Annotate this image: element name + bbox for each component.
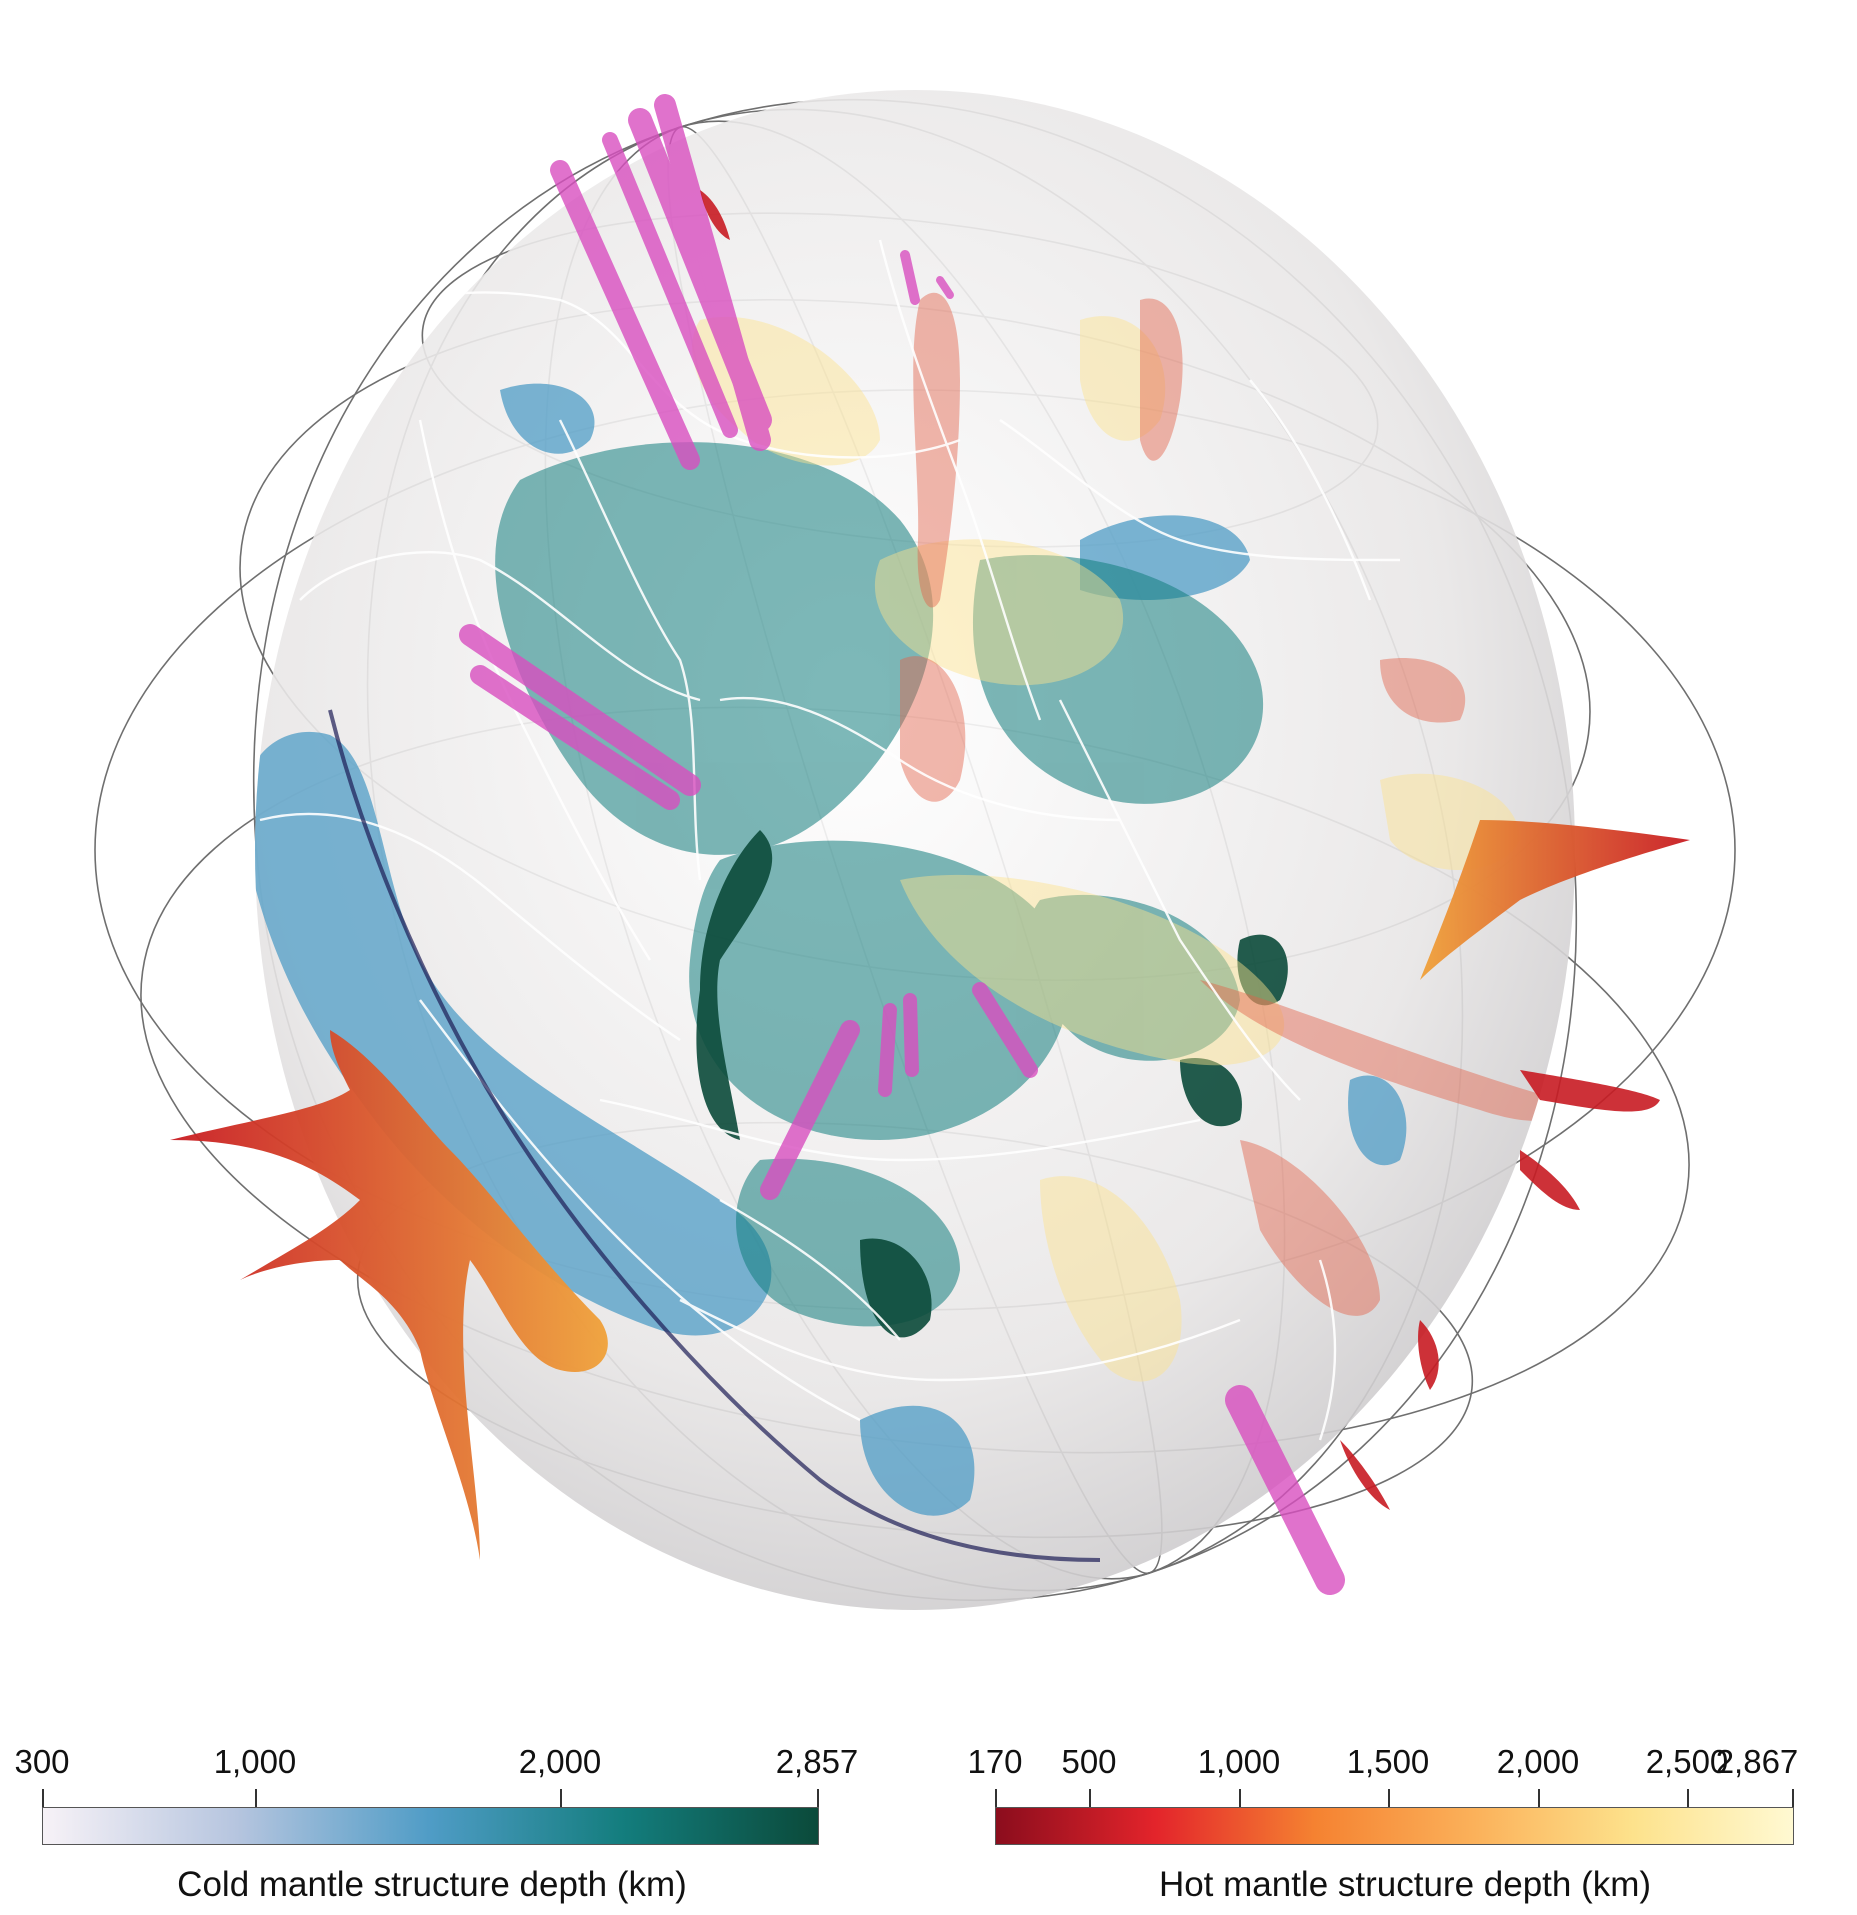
cold-tick bbox=[817, 1789, 819, 1809]
hot-plume-spikes-left bbox=[170, 1030, 608, 1560]
hot-tick-label: 2,000 bbox=[1496, 1743, 1580, 1780]
hot-tick-label: 170 bbox=[967, 1743, 1023, 1780]
cold-tick-label: 2,857 bbox=[775, 1743, 859, 1780]
cold-tick bbox=[255, 1789, 257, 1809]
hot-tick bbox=[995, 1789, 997, 1809]
cold-mantle-deep-structures bbox=[495, 442, 1264, 1327]
hot-colorbar: 170 500 1,000 1,500 2,000 2,500 2,867 Ho… bbox=[967, 1743, 1798, 1905]
cold-mantle-mid-structures bbox=[255, 383, 1407, 1516]
mantle-globe-visualization bbox=[94, 90, 1736, 1610]
deep-slab-outline-2 bbox=[255, 359, 262, 641]
cold-mantle-deepest-structures bbox=[696, 830, 1288, 1338]
hot-tick-label: 2,500 bbox=[1645, 1743, 1729, 1780]
cold-colorbar: 300 1,000 2,000 2,857 Cold mantle struct… bbox=[14, 1743, 858, 1905]
hot-gradient-bar bbox=[995, 1807, 1794, 1845]
hot-plume-spikes-right bbox=[700, 190, 1690, 1510]
cold-tick bbox=[42, 1789, 44, 1809]
hot-mantle-mid-structures bbox=[900, 292, 1562, 1316]
hot-tick-label: 500 bbox=[1061, 1743, 1117, 1780]
cold-tick-label: 2,000 bbox=[518, 1743, 602, 1780]
coastlines bbox=[259, 239, 1401, 1441]
hot-mantle-deep-structures bbox=[692, 316, 1520, 1382]
magenta-highlight-rods bbox=[459, 94, 1345, 1595]
hot-colorbar-title: Hot mantle structure depth (km) bbox=[1158, 1865, 1652, 1904]
cold-tick bbox=[560, 1789, 562, 1809]
deep-slab-outline bbox=[328, 709, 1101, 1562]
cold-tick-label: 1,000 bbox=[213, 1743, 297, 1780]
hot-tick bbox=[1792, 1789, 1794, 1809]
cold-gradient-bar bbox=[42, 1807, 819, 1845]
hot-tick-label: 1,500 bbox=[1346, 1743, 1430, 1780]
cold-colorbar-title: Cold mantle structure depth (km) bbox=[177, 1865, 687, 1904]
cold-tick-label: 300 bbox=[14, 1743, 70, 1780]
hot-tick-label: 1,000 bbox=[1197, 1743, 1281, 1780]
hot-tick-label: 2,867 bbox=[1715, 1743, 1799, 1780]
